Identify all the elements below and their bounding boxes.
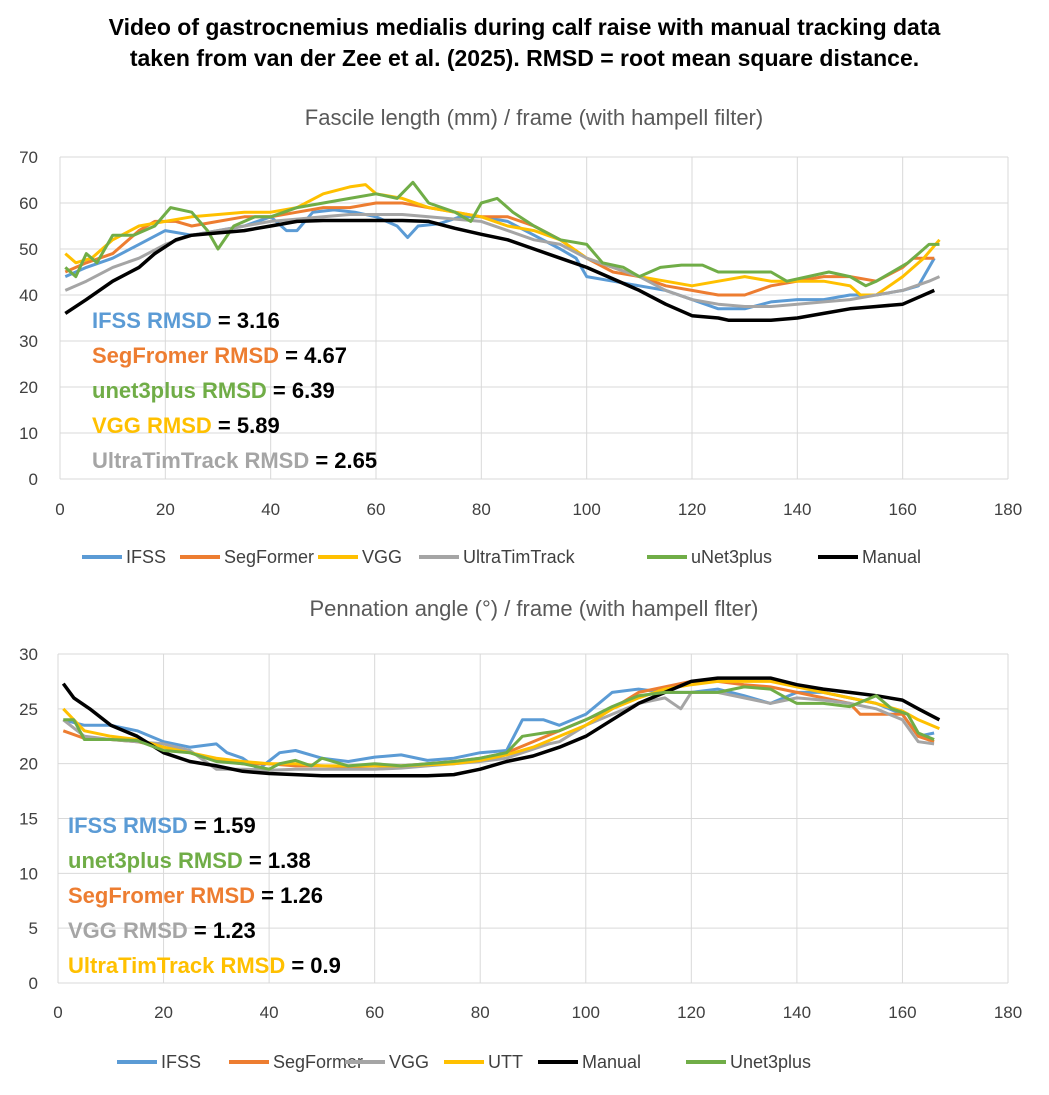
rmsd-label: VGG RMSD — [68, 918, 194, 943]
x-tick-label: 160 — [888, 1003, 916, 1022]
y-tick-label: 0 — [29, 974, 38, 993]
rmsd-label: unet3plus RMSD — [68, 848, 249, 873]
x-tick-label: 140 — [783, 500, 811, 519]
legend-label: uNet3plus — [691, 547, 772, 567]
rmsd-annotation: SegFromer RMSD = 4.67 — [92, 343, 347, 368]
x-tick-label: 180 — [994, 1003, 1022, 1022]
x-tick-label: 0 — [53, 1003, 62, 1022]
legend-label: SegFormer — [224, 547, 314, 567]
x-tick-label: 120 — [678, 500, 706, 519]
x-tick-label: 80 — [472, 500, 491, 519]
rmsd-label: unet3plus RMSD — [92, 378, 273, 403]
legend-label: UTT — [488, 1052, 523, 1072]
rmsd-annotation: VGG RMSD = 5.89 — [92, 413, 280, 438]
y-tick-label: 40 — [19, 286, 38, 305]
y-tick-label: 0 — [29, 470, 38, 489]
rmsd-annotation: SegFromer RMSD = 1.26 — [68, 883, 323, 908]
y-tick-label: 70 — [19, 148, 38, 167]
rmsd-label: SegFromer RMSD — [68, 883, 261, 908]
fascicle-length-chart: Fascile length (mm) / frame (with hampel… — [19, 105, 1022, 567]
x-tick-label: 0 — [55, 500, 64, 519]
rmsd-label: UltraTimTrack RMSD — [68, 953, 291, 978]
series-line-manual — [64, 218, 936, 323]
x-tick-label: 120 — [677, 1003, 705, 1022]
rmsd-label: UltraTimTrack RMSD — [92, 448, 315, 473]
legend-label: VGG — [389, 1052, 429, 1072]
rmsd-annotation: IFSS RMSD = 3.16 — [92, 308, 280, 333]
series-line-ultratimtrack — [64, 213, 941, 308]
series-line-unet3plus — [63, 685, 935, 771]
rmsd-label: VGG RMSD — [92, 413, 218, 438]
figure-title: Video of gastrocnemius medialis during c… — [0, 12, 1049, 74]
rmsd-annotation: IFSS RMSD = 1.59 — [68, 813, 256, 838]
rmsd-value: = 5.89 — [218, 413, 280, 438]
rmsd-value: = 1.59 — [194, 813, 256, 838]
series-line-manual — [61, 676, 941, 778]
rmsd-annotation: unet3plus RMSD = 6.39 — [92, 378, 335, 403]
rmsd-value: = 1.26 — [261, 883, 323, 908]
legend-label: SegFormer — [273, 1052, 363, 1072]
rmsd-annotation: UltraTimTrack RMSD = 0.9 — [68, 953, 341, 978]
x-tick-label: 60 — [365, 1003, 384, 1022]
series-line-unet3plus — [64, 180, 940, 288]
rmsd-annotation: UltraTimTrack RMSD = 2.65 — [92, 448, 377, 473]
x-tick-label: 180 — [994, 500, 1022, 519]
rmsd-value: = 6.39 — [273, 378, 335, 403]
y-tick-label: 20 — [19, 755, 38, 774]
x-tick-label: 40 — [260, 1003, 279, 1022]
rmsd-value: = 2.65 — [315, 448, 377, 473]
series-line-ifss — [62, 687, 935, 771]
x-tick-label: 100 — [572, 500, 600, 519]
series-line-vgg — [62, 690, 935, 772]
x-tick-label: 20 — [154, 1003, 173, 1022]
x-tick-label: 40 — [261, 500, 280, 519]
x-tick-label: 20 — [156, 500, 175, 519]
legend-label: VGG — [362, 547, 402, 567]
y-tick-label: 25 — [19, 700, 38, 719]
rmsd-label: SegFromer RMSD — [92, 343, 285, 368]
pennation-angle-chart: Pennation angle (°) / frame (with hampel… — [19, 596, 1022, 1072]
legend-label: Unet3plus — [730, 1052, 811, 1072]
rmsd-label: IFSS RMSD — [92, 308, 218, 333]
rmsd-value: = 4.67 — [285, 343, 347, 368]
x-tick-label: 140 — [783, 1003, 811, 1022]
y-tick-label: 20 — [19, 378, 38, 397]
rmsd-value: = 0.9 — [291, 953, 341, 978]
rmsd-label: IFSS RMSD — [68, 813, 194, 838]
rmsd-annotation: VGG RMSD = 1.23 — [68, 918, 256, 943]
x-tick-label: 60 — [367, 500, 386, 519]
legend-label: IFSS — [161, 1052, 201, 1072]
x-tick-label: 80 — [471, 1003, 490, 1022]
legend-label: Manual — [862, 547, 921, 567]
y-tick-label: 30 — [19, 645, 38, 664]
y-tick-label: 10 — [19, 864, 38, 883]
chart-title: Pennation angle (°) / frame (with hampel… — [310, 596, 759, 621]
y-tick-label: 15 — [19, 810, 38, 829]
x-tick-label: 100 — [572, 1003, 600, 1022]
y-tick-label: 30 — [19, 332, 38, 351]
legend-label: Manual — [582, 1052, 641, 1072]
legend-label: IFSS — [126, 547, 166, 567]
rmsd-value: = 1.23 — [194, 918, 256, 943]
series-line-utt — [62, 679, 940, 768]
y-tick-label: 5 — [29, 919, 38, 938]
figure-title-line-2: taken from van der Zee et al. (2025). RM… — [129, 45, 920, 71]
y-tick-label: 50 — [19, 240, 38, 259]
rmsd-value: = 3.16 — [218, 308, 280, 333]
rmsd-annotation: unet3plus RMSD = 1.38 — [68, 848, 311, 873]
chart-title: Fascile length (mm) / frame (with hampel… — [305, 105, 763, 130]
y-tick-label: 60 — [19, 194, 38, 213]
x-tick-label: 160 — [888, 500, 916, 519]
figure-title-line-1: Video of gastrocnemius medialis during c… — [108, 14, 941, 40]
rmsd-value: = 1.38 — [249, 848, 311, 873]
legend-label: UltraTimTrack — [463, 547, 576, 567]
y-tick-label: 10 — [19, 424, 38, 443]
